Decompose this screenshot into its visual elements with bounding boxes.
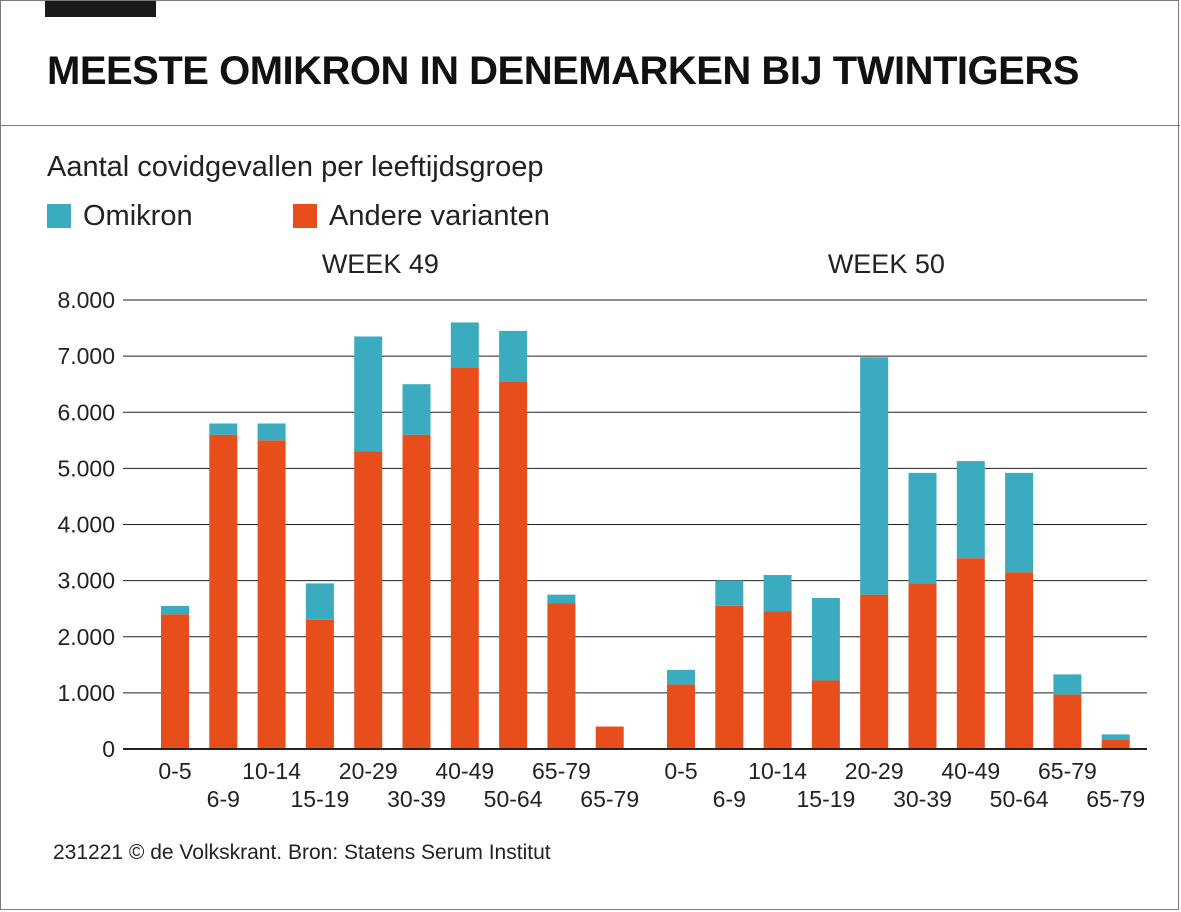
x-tick-label: 65-79 xyxy=(1038,758,1097,784)
x-tick-label: 50-64 xyxy=(990,786,1049,812)
bar-omikron xyxy=(763,575,792,612)
bar-omikron xyxy=(354,336,383,452)
legend-item-omikron: Omikron xyxy=(47,199,193,233)
bar-andere-varianten xyxy=(209,434,238,749)
bar-omikron xyxy=(908,472,937,584)
legend-label-andere-varianten: Andere varianten xyxy=(329,199,550,232)
bar-andere-varianten xyxy=(1005,572,1034,749)
x-tick-label: 20-29 xyxy=(845,758,904,784)
y-tick-label: 8.000 xyxy=(57,287,115,313)
header: MEESTE OMIKRON IN DENEMARKEN BIJ TWINTIG… xyxy=(1,1,1180,126)
bar-andere-varianten xyxy=(860,594,889,749)
legend-swatch-omikron xyxy=(47,204,71,228)
accent-bar xyxy=(45,1,156,17)
legend-swatch-andere-varianten xyxy=(293,204,317,228)
x-tick-label: 65-79 xyxy=(580,786,639,812)
bar-omikron xyxy=(860,357,889,595)
bar-omikron xyxy=(667,669,695,685)
bar-omikron xyxy=(161,605,189,615)
bar-omikron xyxy=(257,423,286,441)
bar-andere-varianten xyxy=(908,583,937,749)
bar-omikron xyxy=(450,322,479,368)
bar-omikron xyxy=(547,594,576,604)
x-tick-label: 15-19 xyxy=(796,786,855,812)
y-tick-label: 5.000 xyxy=(57,455,115,481)
x-tick-label: 40-49 xyxy=(941,758,1000,784)
bar-omikron xyxy=(402,384,431,435)
x-tick-label: 50-64 xyxy=(484,786,543,812)
source-credit: 231221 © de Volkskrant. Bron: Statens Se… xyxy=(53,841,551,864)
bar-omikron xyxy=(1101,734,1130,741)
legend-label-omikron: Omikron xyxy=(83,199,193,232)
bar-andere-varianten xyxy=(450,367,479,749)
bar-omikron xyxy=(1053,674,1082,695)
bar-omikron xyxy=(305,583,334,620)
bar-andere-varianten xyxy=(499,381,528,749)
bar-omikron xyxy=(209,423,238,435)
y-tick-label: 7.000 xyxy=(57,343,115,369)
bar-andere-varianten xyxy=(595,726,624,749)
x-tick-label: 30-39 xyxy=(387,786,446,812)
bar-andere-varianten xyxy=(1101,740,1130,749)
bar-andere-varianten xyxy=(402,434,431,749)
bar-andere-varianten xyxy=(305,619,334,749)
bar-andere-varianten xyxy=(1053,694,1082,749)
x-tick-label: 10-14 xyxy=(748,758,807,784)
bar-andere-varianten xyxy=(811,680,840,749)
x-tick-label: 6-9 xyxy=(207,786,240,812)
bar-andere-varianten xyxy=(354,451,383,749)
chart-subtitle: Aantal covidgevallen per leeftijdsgroep xyxy=(47,151,544,183)
bar-omikron xyxy=(715,580,744,606)
y-tick-label: 2.000 xyxy=(57,624,115,650)
y-tick-label: 1.000 xyxy=(57,680,115,706)
y-tick-label: 4.000 xyxy=(57,512,115,538)
bar-omikron xyxy=(1005,472,1034,573)
bar-omikron xyxy=(811,598,840,681)
bar-omikron xyxy=(499,330,528,382)
chart-title: MEESTE OMIKRON IN DENEMARKEN BIJ TWINTIG… xyxy=(47,49,1079,93)
x-tick-label: 0-5 xyxy=(664,758,697,784)
y-tick-label: 6.000 xyxy=(57,399,115,425)
y-tick-label: 0 xyxy=(102,736,115,762)
x-tick-label: 20-29 xyxy=(339,758,398,784)
x-tick-label: 15-19 xyxy=(290,786,349,812)
legend-item-andere-varianten: Andere varianten xyxy=(293,199,550,233)
bar-andere-varianten xyxy=(763,611,792,749)
x-tick-label: 65-79 xyxy=(1086,786,1145,812)
bar-andere-varianten xyxy=(161,614,189,749)
x-tick-label: 40-49 xyxy=(435,758,494,784)
bar-omikron xyxy=(956,461,985,559)
bar-andere-varianten xyxy=(547,603,576,749)
panel-title: WEEK 50 xyxy=(828,249,945,279)
panel-title: WEEK 49 xyxy=(322,249,439,279)
x-tick-label: 65-79 xyxy=(532,758,591,784)
x-tick-label: 0-5 xyxy=(158,758,191,784)
bar-andere-varianten xyxy=(667,684,695,749)
x-tick-label: 10-14 xyxy=(242,758,301,784)
bar-andere-varianten xyxy=(257,440,286,749)
bar-andere-varianten xyxy=(715,605,744,749)
y-tick-label: 3.000 xyxy=(57,568,115,594)
x-tick-label: 30-39 xyxy=(893,786,952,812)
bar-andere-varianten xyxy=(956,558,985,749)
x-tick-label: 6-9 xyxy=(713,786,746,812)
